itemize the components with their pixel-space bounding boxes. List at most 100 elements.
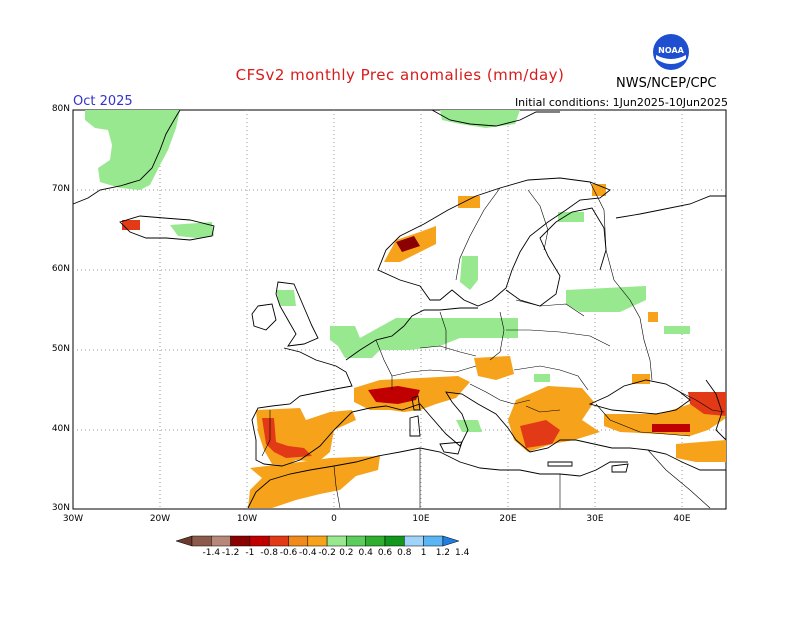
wet-anomaly-iceland xyxy=(170,222,214,238)
border-france-germany xyxy=(375,339,393,390)
dry-anomaly-levant xyxy=(676,440,726,462)
colorbar-arrow-left xyxy=(175,535,193,547)
border-sweden-norway xyxy=(455,187,501,281)
agency-label: NWS/NCEP/CPC xyxy=(616,76,717,91)
colorbar-label: 0.8 xyxy=(397,548,412,558)
border-caucasus xyxy=(679,391,725,413)
lat-tick-80n: 80N xyxy=(51,104,70,114)
colorbar-label: -1.4 xyxy=(202,548,221,558)
colorbar-segment xyxy=(365,535,386,547)
chart-title: CFSv2 monthly Prec anomalies (mm/day) xyxy=(235,66,565,84)
wet-anomaly-italy xyxy=(534,374,550,382)
dry-anomaly-russia-spot xyxy=(648,312,658,322)
lon-tick-40e: 40E xyxy=(673,514,691,524)
colorbar-segment xyxy=(384,535,405,547)
colorbar-label: -0.4 xyxy=(299,548,317,558)
border-czech xyxy=(419,345,477,357)
border-alps xyxy=(391,365,477,377)
wet-anomaly-western-russia xyxy=(566,286,646,312)
wet-anomaly-russia-east xyxy=(664,326,690,334)
coastline-britain xyxy=(275,281,319,347)
dry-anomaly-iberia-strong xyxy=(262,418,312,458)
coastline-iceland xyxy=(119,215,215,241)
dry-anomaly-iceland-west xyxy=(122,220,140,230)
country-borders xyxy=(261,181,725,509)
colorbar-label: -1.2 xyxy=(221,548,240,558)
colorbar-label: -1 xyxy=(245,548,255,558)
lat-tick-40n: 40N xyxy=(51,424,70,434)
border-north-africa xyxy=(333,465,341,509)
dry-anomaly-lofoten xyxy=(458,196,480,208)
border-ukraine xyxy=(506,329,611,347)
border-belarus xyxy=(515,299,585,317)
lon-tick-20e: 20E xyxy=(499,514,517,524)
dry-anomaly-caspian xyxy=(688,392,726,416)
lon-tick-10w: 10W xyxy=(236,514,258,524)
colorbar-segment xyxy=(268,535,289,547)
border-germany-poland xyxy=(439,311,447,350)
coastline-mainland-west xyxy=(251,347,726,471)
coastline-north-sea xyxy=(345,307,478,361)
colorbar-segment xyxy=(404,535,424,547)
dry-anomaly-greece-strong xyxy=(520,420,560,448)
dry-anomaly-hungary xyxy=(474,356,514,380)
wet-anomaly-finland xyxy=(558,212,584,222)
coastline-greenland xyxy=(72,109,181,205)
coastlines xyxy=(72,109,727,509)
colorbar-label: 1.4 xyxy=(455,548,470,558)
lon-tick-20w: 20W xyxy=(149,514,171,524)
dry-anomaly-caucasus-strong xyxy=(652,424,690,432)
anomaly-fills xyxy=(85,110,726,508)
wet-anomaly-britain xyxy=(276,290,296,306)
lat-tick-60n: 60N xyxy=(51,264,70,274)
lon-tick-30w: 30W xyxy=(62,514,84,524)
border-arabia xyxy=(647,449,711,509)
colorbar-label: 0.4 xyxy=(358,548,373,558)
lon-tick-30e: 30E xyxy=(586,514,604,524)
border-poland-east xyxy=(489,311,505,361)
colorbar-segment xyxy=(230,535,251,547)
border-turkey xyxy=(595,403,691,437)
wet-anomaly-central-europe xyxy=(330,318,518,358)
colorbar-segment xyxy=(346,535,366,547)
colorbar-label: 0.6 xyxy=(377,548,393,558)
initial-conditions-label: Initial conditions: 1Jun2025-10Jun2025 xyxy=(514,96,728,109)
lat-tick-50n: 50N xyxy=(51,344,70,354)
colorbar-segment xyxy=(211,535,231,547)
wet-anomaly-balkans xyxy=(456,420,482,432)
coastline-svalbard xyxy=(431,109,560,127)
lon-tick-0: 0 xyxy=(331,514,337,524)
border-russia xyxy=(589,181,653,381)
coastline-novaya xyxy=(615,195,726,219)
border-greece xyxy=(525,405,561,413)
coastline-ireland xyxy=(251,303,277,331)
colorbar-segment xyxy=(423,535,444,547)
lat-tick-30n: 30N xyxy=(51,503,70,513)
coastline-cyprus xyxy=(611,463,629,473)
dry-anomaly-alps-strong xyxy=(368,386,420,404)
coastline-scandinavia xyxy=(377,177,611,307)
wet-anomaly-greenland xyxy=(85,110,180,190)
colorbar-label: -0.8 xyxy=(260,548,278,558)
dry-anomaly-turkey xyxy=(604,404,726,436)
coastline-africa xyxy=(247,447,628,509)
colorbar-label: -0.2 xyxy=(318,548,336,558)
noaa-logo-text: NOAA xyxy=(658,46,684,55)
coastline-caspian xyxy=(705,379,727,441)
dry-anomaly-norway-strong xyxy=(396,236,420,252)
border-romania xyxy=(513,365,589,391)
dry-anomaly-northwest-africa xyxy=(248,456,380,508)
coastline-black-sea xyxy=(588,379,691,415)
colorbar-segment xyxy=(191,535,212,547)
lon-tick-10e: 10E xyxy=(412,514,430,524)
colorbar-segment xyxy=(249,535,270,547)
map-frame xyxy=(72,109,727,510)
colorbar-segment xyxy=(288,535,309,547)
noaa-logo-icon: NOAA xyxy=(653,34,689,70)
colorbar-segment xyxy=(326,535,347,547)
border-finland xyxy=(527,189,549,251)
colorbar-label: 1 xyxy=(420,548,427,558)
border-spain-portugal xyxy=(261,410,271,457)
wet-anomaly-scandinavia xyxy=(460,256,478,290)
